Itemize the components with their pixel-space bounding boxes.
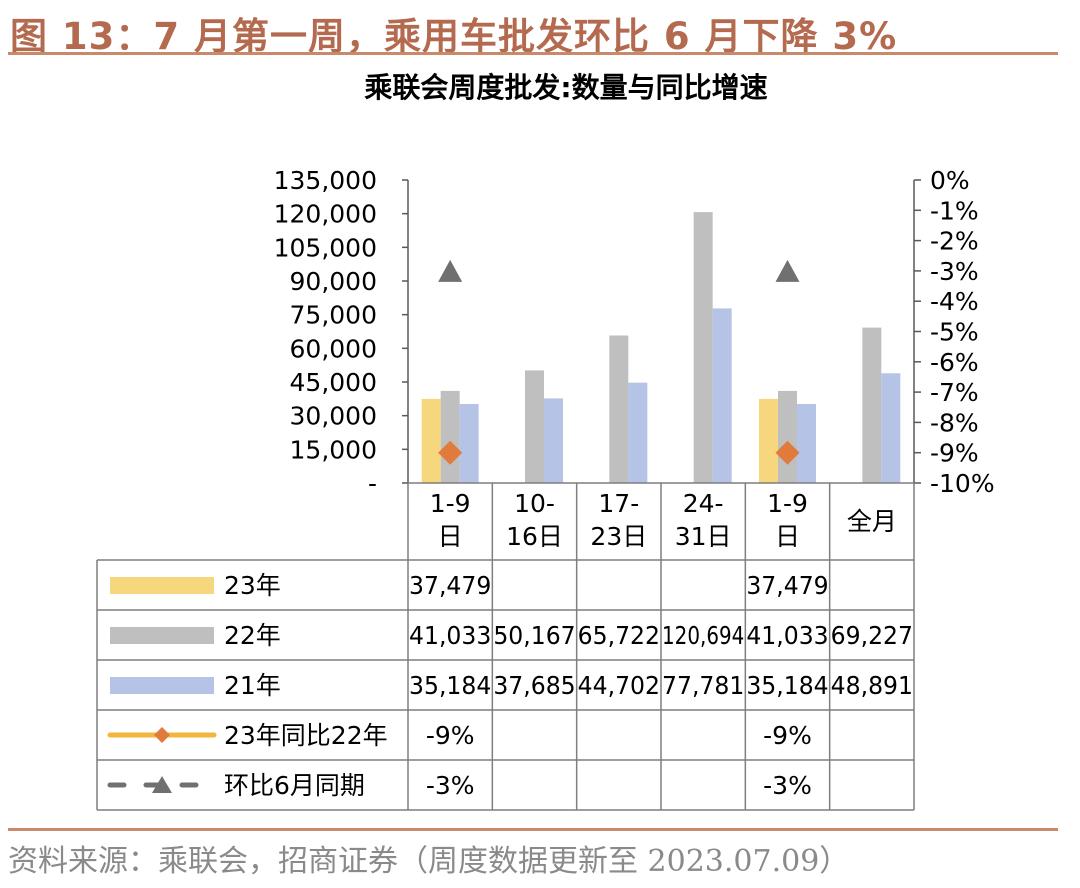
table-cell-value: 44,702 bbox=[578, 671, 660, 700]
y-axis-right: 0%-1%-2%-3%-4%-5%-6%-7%-8%-9%-10% bbox=[913, 166, 995, 498]
y-left-tick-label: 105,000 bbox=[274, 233, 377, 262]
chart: 乘联会周度批发:数量与同比增速 135,000 120,000 105,000 90,… bbox=[96, 71, 995, 811]
y-right-tick-label: -4% bbox=[930, 287, 979, 316]
table-cell-value: -9% bbox=[426, 721, 475, 750]
table-cell-value: 77,781 bbox=[662, 671, 744, 700]
bar-y22 bbox=[525, 370, 544, 483]
table-cell-value: 120,694 bbox=[662, 621, 744, 650]
y-right-tick-label: -10% bbox=[930, 469, 995, 498]
y-left-tick-label: - bbox=[368, 469, 377, 498]
table-cell-value: 48,891 bbox=[831, 671, 913, 700]
mom-triangle-marker bbox=[438, 259, 463, 282]
bar-y21 bbox=[712, 308, 732, 483]
yoy-diamond-marker bbox=[775, 440, 800, 465]
bar-y23 bbox=[759, 398, 778, 483]
legend-swatch-bar bbox=[110, 627, 214, 644]
data-table: 1-9 日 10-16日 17-23日 24-31日 1-9 日 全月 23年 37,479 37,… bbox=[96, 482, 915, 811]
y-right-tick-label: -7% bbox=[930, 378, 979, 407]
y-left-tick-label: 75,000 bbox=[290, 301, 377, 330]
bar-y21 bbox=[544, 398, 563, 483]
y-left-tick-label: 60,000 bbox=[290, 334, 377, 363]
table-row-label: 环比6月同期 bbox=[224, 771, 365, 800]
bar-y22 bbox=[693, 212, 713, 484]
source-note: 资料来源：乘联会，招商证券（周度数据更新至 2023.07.09） bbox=[8, 844, 850, 879]
x-category-label: 24-31日 bbox=[675, 489, 732, 551]
x-category-label: 17-23日 bbox=[590, 489, 647, 551]
y-right-tick-label: -5% bbox=[930, 318, 979, 347]
table-cell-value: 35,184 bbox=[409, 671, 491, 700]
legend-swatch-bar bbox=[110, 577, 214, 594]
legend-triangle-marker bbox=[152, 776, 172, 793]
y-left-tick-label: 30,000 bbox=[290, 402, 377, 431]
bar-y21 bbox=[881, 373, 901, 483]
bar-y22 bbox=[609, 335, 629, 483]
y-left-tick-label: 45,000 bbox=[290, 368, 377, 397]
mom-triangle-marker bbox=[775, 259, 800, 282]
x-category-label: 全月 bbox=[847, 507, 897, 536]
y-left-tick-label: 120,000 bbox=[274, 200, 377, 229]
y-axis-left: 135,000 120,000 105,000 90,000 75,000 60,000 4… bbox=[274, 166, 409, 498]
table-cell-value: -3% bbox=[426, 771, 475, 800]
bar-y23 bbox=[421, 398, 441, 483]
table-cell-value: 50,167 bbox=[493, 621, 575, 650]
bar-y21 bbox=[797, 404, 816, 483]
x-category-label: 1-9 日 bbox=[430, 489, 471, 551]
legend-swatch-bar bbox=[110, 677, 214, 694]
figure-title: 图 13：7 月第一周，乘用车批发环比 6 月下降 3% bbox=[10, 15, 898, 58]
y-right-tick-label: -8% bbox=[930, 408, 979, 437]
x-category-label: 1-9 日 bbox=[767, 489, 808, 551]
table-cell-value: 37,479 bbox=[409, 571, 491, 600]
table-row-label: 23年 bbox=[224, 571, 281, 600]
table-cell-value: 69,227 bbox=[831, 621, 913, 650]
title-divider bbox=[8, 52, 1058, 55]
y-right-tick-label: -1% bbox=[930, 196, 979, 225]
y-right-tick-label: -9% bbox=[930, 439, 979, 468]
bar-y22 bbox=[862, 327, 882, 483]
y-left-tick-label: 90,000 bbox=[290, 267, 377, 296]
yoy-diamond-marker bbox=[438, 440, 463, 465]
y-left-tick-label: 135,000 bbox=[274, 166, 377, 195]
table-cell-value: 41,033 bbox=[409, 621, 491, 650]
x-category-label: 10-16日 bbox=[506, 489, 563, 551]
table-row-label: 22年 bbox=[224, 621, 281, 650]
bars-layer bbox=[421, 212, 901, 484]
table-row-label: 21年 bbox=[224, 671, 281, 700]
bar-y22 bbox=[440, 390, 460, 483]
bar-y22 bbox=[778, 390, 797, 483]
chart-title: 乘联会周度批发:数量与同比增速 bbox=[364, 71, 767, 104]
legend-diamond-marker bbox=[154, 727, 170, 743]
bar-y21 bbox=[459, 404, 479, 483]
markers-layer bbox=[438, 259, 800, 465]
table-cell-value: 37,479 bbox=[746, 571, 828, 600]
y-right-tick-label: -2% bbox=[930, 227, 979, 256]
y-left-tick-label: 15,000 bbox=[290, 435, 377, 464]
table-cell-value: 35,184 bbox=[746, 671, 828, 700]
source-divider bbox=[8, 828, 1058, 831]
table-row-label: 23年同比22年 bbox=[224, 721, 388, 750]
bar-y21 bbox=[628, 382, 648, 483]
table-cell-value: -3% bbox=[763, 771, 812, 800]
y-right-tick-label: 0% bbox=[930, 166, 970, 195]
table-cell-value: 65,722 bbox=[578, 621, 660, 650]
table-cell-value: 37,685 bbox=[493, 671, 575, 700]
table-cell-value: 41,033 bbox=[746, 621, 828, 650]
y-right-tick-label: -6% bbox=[930, 348, 979, 377]
y-right-tick-label: -3% bbox=[930, 257, 979, 286]
table-cell-value: -9% bbox=[763, 721, 812, 750]
